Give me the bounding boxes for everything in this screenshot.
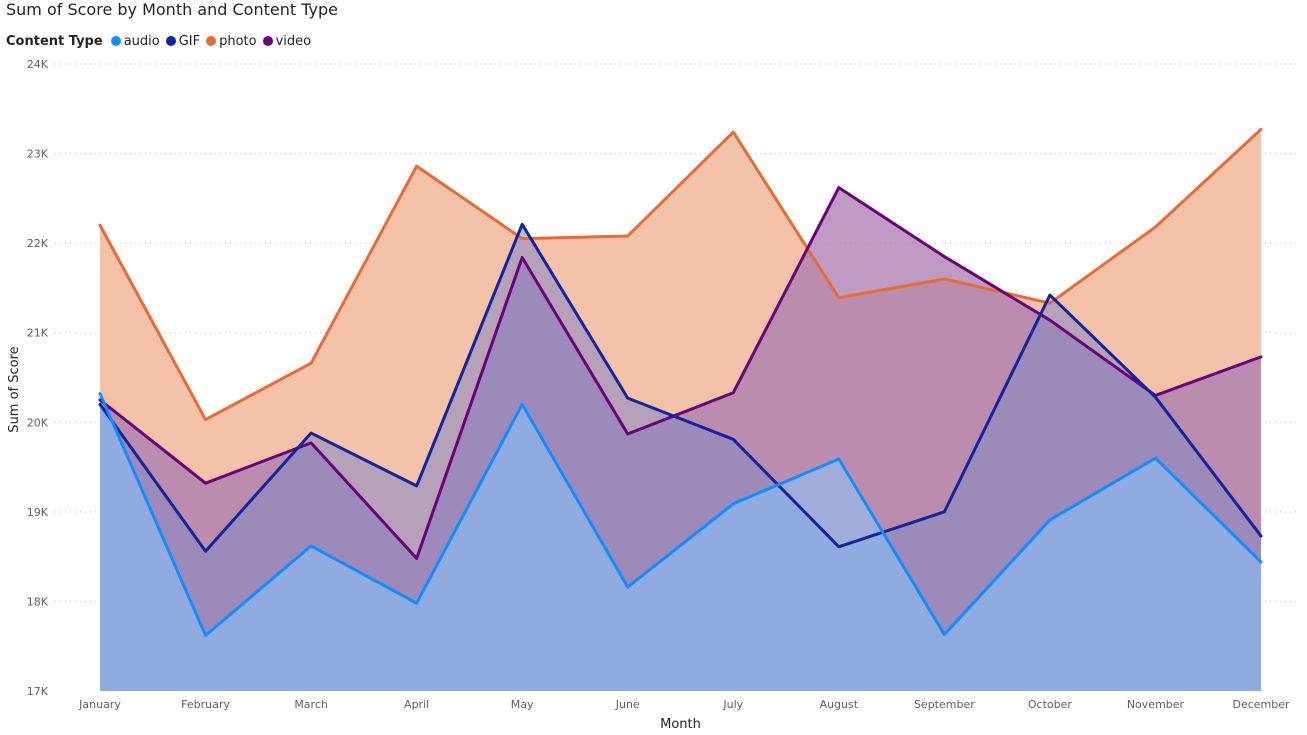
series-line-photo [98, 127, 1263, 422]
y-tick-label: 18K [27, 595, 49, 608]
legend-title: Content Type [6, 33, 103, 49]
x-tick-label: September [914, 698, 975, 711]
x-tick-label: February [181, 698, 230, 711]
y-tick-label: 17K [27, 685, 49, 698]
series-line-video [98, 186, 1263, 560]
y-axis-title: Sum of Score [7, 346, 22, 432]
legend-label: photo [219, 33, 257, 49]
chart-title: Sum of Score by Month and Content Type [6, 0, 338, 19]
legend: Content Type audio GIF photo video [6, 33, 317, 49]
legend-marker [206, 36, 217, 46]
y-tick-label: 20K [27, 416, 49, 429]
y-tick-label: 22K [27, 237, 49, 250]
legend-item-audio[interactable]: audio [110, 33, 160, 49]
x-tick-label: March [294, 698, 328, 711]
y-tick-label: 23K [27, 148, 49, 161]
legend-item-gif[interactable]: GIF [165, 33, 201, 49]
y-tick-label: 21K [27, 327, 49, 340]
x-tick-label: July [722, 698, 743, 711]
x-tick-label: October [1028, 698, 1072, 711]
y-tick-label: 24K [27, 58, 49, 71]
legend-item-photo[interactable]: photo [206, 34, 257, 49]
x-tick-label: June [615, 698, 640, 711]
y-tick-label: 19K [27, 506, 49, 519]
legend-label: GIF [178, 33, 201, 49]
x-tick-label: August [820, 698, 859, 711]
x-axis-title: Month [660, 717, 701, 732]
legend-label: audio [123, 33, 160, 49]
series-line-gif [98, 222, 1263, 553]
x-tick-label: November [1127, 698, 1185, 711]
legend-marker [165, 36, 176, 46]
x-tick-label: April [404, 698, 429, 711]
legend-marker [110, 36, 121, 46]
x-tick-label: May [511, 698, 534, 711]
legend-marker [262, 36, 273, 46]
area-gif [100, 224, 1261, 691]
legend-item-video[interactable]: video [262, 33, 312, 49]
area-audio [100, 393, 1261, 691]
x-tick-label: December [1232, 698, 1290, 711]
legend-label: video [275, 33, 312, 49]
series-line-audio [98, 392, 1263, 637]
x-tick-label: January [78, 698, 121, 711]
